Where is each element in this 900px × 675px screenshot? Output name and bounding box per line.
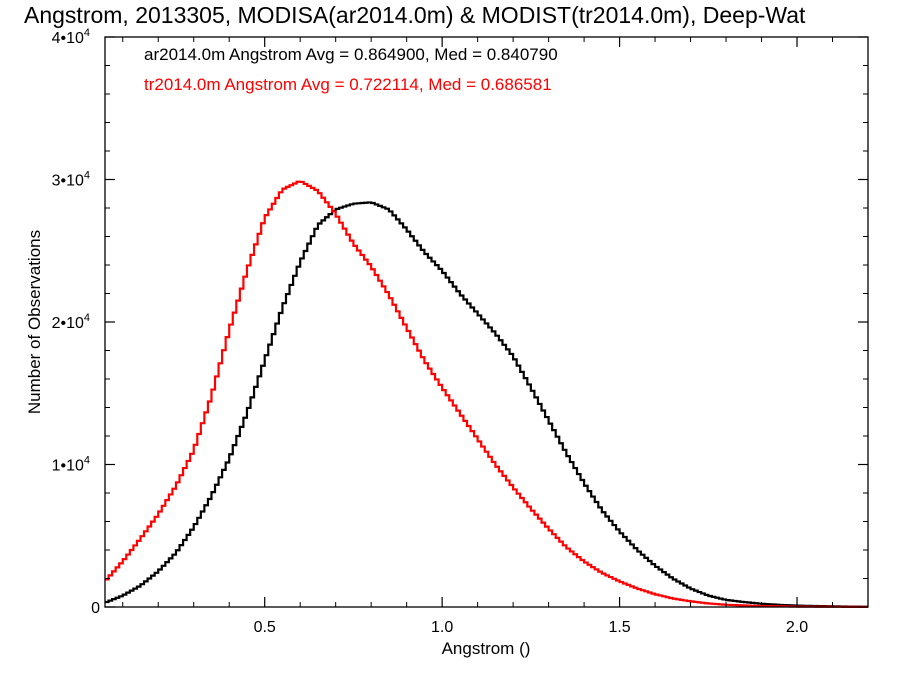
x-tick-label: 1.5 [608,619,630,636]
y-tick-label: 3•104 [52,170,90,190]
series-line-modisa [105,201,868,608]
series-line-modist [105,180,868,609]
legend-entry-modisa: ar2014.0m Angstrom Avg = 0.864900, Med =… [144,45,558,64]
y-tick-label: 1•104 [52,455,90,475]
y-tick-label: 2•104 [52,312,90,332]
legend: ar2014.0m Angstrom Avg = 0.864900, Med =… [144,45,558,94]
x-axis-title: Angstrom () [442,639,531,658]
y-tick-label: 4•104 [52,27,90,47]
y-tick-label: 0 [91,600,100,617]
plot-frame [104,36,869,608]
legend-entry-modist: tr2014.0m Angstrom Avg = 0.722114, Med =… [144,75,552,94]
x-tick-label: 1.0 [431,619,453,636]
y-axis-title: Number of Observations [25,230,44,414]
x-tick-label: 2.0 [786,619,808,636]
chart-title: Angstrom, 2013305, MODISA(ar2014.0m) & M… [24,2,806,28]
series-layer [105,180,868,609]
x-tick-label: 0.5 [254,619,276,636]
ticks-layer: 0.5 1.0 1.5 2.0 0 1•104 2•104 3•104 4•104 [52,27,868,636]
